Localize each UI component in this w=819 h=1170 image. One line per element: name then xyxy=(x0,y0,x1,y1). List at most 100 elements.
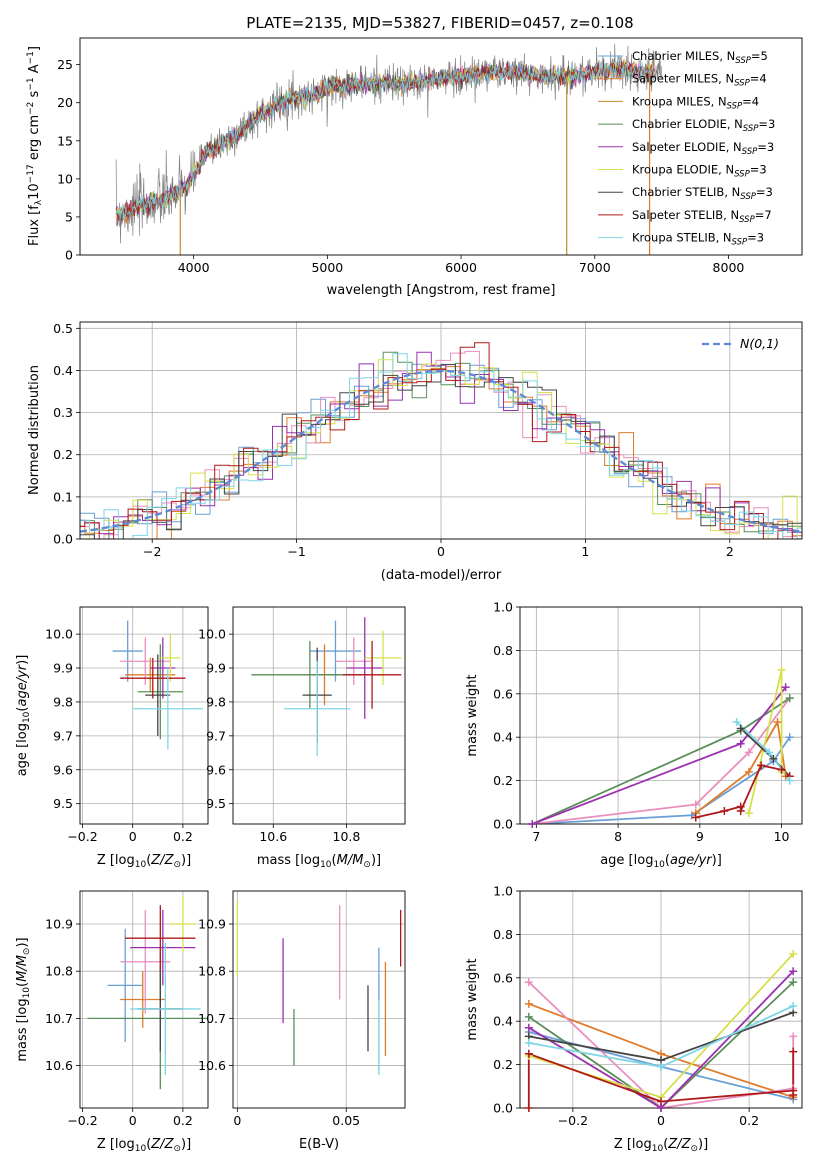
label-part: 10 xyxy=(135,860,147,870)
y-tick-label: 9.8 xyxy=(53,694,73,709)
label-part: mass [log xyxy=(15,998,30,1061)
plot-area xyxy=(251,617,402,757)
label-part: )] xyxy=(181,1137,191,1152)
legend-entry-tail: =7 xyxy=(755,208,772,222)
weight-marker xyxy=(765,748,774,757)
label-part: −1 xyxy=(26,51,36,64)
x-tick-label: 0 xyxy=(129,829,137,844)
weight-marker xyxy=(777,765,786,774)
x-axis-label: Z [log10(Z/Z⊙)] xyxy=(97,1137,191,1154)
y-tick-label: 0.2 xyxy=(493,773,513,788)
y-tick-label: 5 xyxy=(65,209,73,224)
y-tick-label: 10.6 xyxy=(45,1058,73,1073)
legend-entry-name: Chabrier MILES, N xyxy=(632,49,735,63)
weight-marker xyxy=(736,739,745,748)
weight-marker xyxy=(657,1097,665,1106)
label-part: ( xyxy=(146,853,151,868)
label-part: ] xyxy=(27,46,42,51)
x-tick-label: 10 xyxy=(774,829,790,844)
plot-area xyxy=(87,895,208,1090)
x-tick-label: 0 xyxy=(657,1113,665,1128)
weight-marker xyxy=(720,806,729,815)
label-part: ( xyxy=(15,707,30,712)
label-part: erg cm xyxy=(27,115,42,164)
weight-marker xyxy=(524,1049,533,1058)
weight-marker xyxy=(524,1038,533,1047)
legend-entry-name: Chabrier ELODIE, N xyxy=(632,117,743,131)
label-part: ( xyxy=(332,853,337,868)
y-tick-label: 10.6 xyxy=(198,1058,226,1073)
y-tick-label: 10.9 xyxy=(198,917,226,932)
y-tick-label: 9.5 xyxy=(53,796,73,811)
y-tick-label: 0.0 xyxy=(493,817,513,832)
panel-spectrum: 4000 5000 6000 7000 8000 0 5 10 15 20 25 wavelength… xyxy=(26,37,803,298)
y-axis-label: age [log10(age/yr)] xyxy=(15,655,32,777)
weight-marker xyxy=(691,813,700,822)
weight-marker xyxy=(691,800,700,809)
label-part: 10 xyxy=(135,1144,147,1154)
x-tick-label: 5000 xyxy=(311,260,343,275)
legend-entry: Chabrier STELIB, NSSP=3 xyxy=(632,185,773,202)
y-tick-label: 9.5 xyxy=(206,796,226,811)
label-part: Z/Z xyxy=(150,853,174,868)
x-tick-label: 0 xyxy=(437,544,445,559)
legend-entry-sub: SSP xyxy=(739,215,755,225)
y-axis-label: mass weight xyxy=(465,674,480,756)
y-tick-label: 0.5 xyxy=(53,321,73,336)
panel-weight_vs_Z: −0.2 0 0.2 0.0 0.2 0.4 0.6 0.8 1.0 Z [log10(Z/Z⊙)… xyxy=(465,884,803,1154)
weight-marker xyxy=(781,683,790,692)
normal-curve xyxy=(80,369,802,533)
weight-line-7 xyxy=(527,1051,795,1108)
y-tick-label: 0.2 xyxy=(53,447,73,462)
y-tick-label: 0.6 xyxy=(493,686,513,701)
label-part: −1 xyxy=(26,77,36,90)
legend-entry: Chabrier ELODIE, NSSP=3 xyxy=(632,117,775,134)
legend-entry: Kroupa ELODIE, NSSP=3 xyxy=(632,163,767,180)
y-tick-label: 0.0 xyxy=(53,532,73,547)
legend-entry-sub: SSP xyxy=(734,170,750,180)
x-axis-label: E(B-V) xyxy=(299,1137,339,1152)
legend-entry: Chabrier MILES, NSSP=5 xyxy=(632,49,768,66)
legend-entry-name: Kroupa ELODIE, N xyxy=(632,163,734,177)
x-tick-label: 8 xyxy=(614,829,622,844)
label-part: ( xyxy=(663,1137,668,1152)
y-tick-label: 10.0 xyxy=(45,627,73,642)
legend-entry-name: Salpeter ELODIE, N xyxy=(632,140,742,154)
weight-marker xyxy=(524,1104,533,1112)
legend-entry-sub: SSP xyxy=(743,124,759,134)
label-part: )] xyxy=(181,853,191,868)
weight-marker xyxy=(524,1023,533,1032)
label-part: )] xyxy=(15,937,30,947)
weight-marker xyxy=(777,665,786,674)
x-tick-label: −0.2 xyxy=(558,1113,588,1128)
label-part: Z/Z xyxy=(667,1137,691,1152)
weight-marker xyxy=(687,811,696,820)
legend-entry-tail: =3 xyxy=(756,185,773,199)
label-part: Flux [f xyxy=(27,205,42,246)
y-tick-label: 0.3 xyxy=(53,405,73,420)
model-spectrum-7 xyxy=(115,60,655,221)
legend-entry-name: Kroupa MILES, N xyxy=(632,94,727,108)
x-tick-label: 0.2 xyxy=(173,1113,193,1128)
x-tick-label: 0 xyxy=(233,1113,241,1128)
weight-marker xyxy=(736,724,745,733)
y-tick-label: 10.8 xyxy=(45,964,73,979)
label-part: ( xyxy=(146,1137,151,1152)
weight-marker xyxy=(732,718,741,727)
y-tick-label: 10.0 xyxy=(198,627,226,642)
x-axis-label: Z [log10(Z/Z⊙)] xyxy=(614,1137,708,1154)
y-axis-label: Flux [fλ10−17 erg cm−2 s−1 A−1] xyxy=(26,46,44,246)
weight-marker xyxy=(744,767,753,776)
label-part: Z [log xyxy=(97,1137,135,1152)
label-part: ⊙ xyxy=(173,1144,181,1154)
label-part: ⊙ xyxy=(690,1144,698,1154)
x-tick-label: 0.05 xyxy=(332,1113,360,1128)
label-part: 10 xyxy=(320,860,332,870)
label-part: age [log xyxy=(15,723,30,776)
x-axis-label: mass [log10(M/M⊙)] xyxy=(257,853,381,870)
y-tick-label: 9.8 xyxy=(206,694,226,709)
weight-marker xyxy=(789,1002,798,1011)
